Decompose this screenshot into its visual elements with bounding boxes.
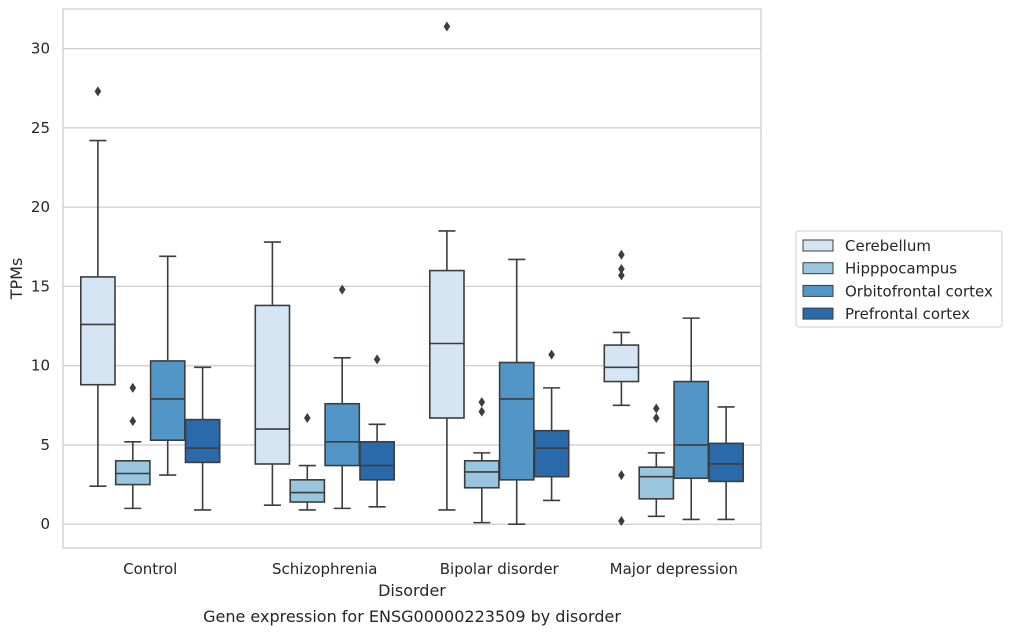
box-hipppocampus [463,397,500,524]
y-tick-labels: 0 5 10 15 20 25 30 [31,40,50,534]
box-prefrontal-cortex [533,349,570,502]
x-tick-label: Major depression [610,560,738,578]
box-iqr [184,418,221,464]
box-iqr [254,304,291,465]
legend-label: Cerebellum [845,237,931,255]
box-iqr [79,276,116,386]
outlier-point [129,382,137,393]
box-iqr [708,442,745,483]
outlier-point [653,413,660,424]
box-cerebellum [254,241,291,506]
legend-frame [795,230,1003,328]
legend-label: Hipppocampus [845,260,957,278]
outlier-point [478,406,486,417]
box-orbitofrontal-cortex [149,255,186,476]
box-cerebellum [603,249,640,527]
legend: Cerebellum Hipppocampus Orbitofrontal cort… [795,230,1003,328]
y-tick-label: 10 [31,357,50,375]
x-tick-label: Schizophrenia [272,560,377,578]
legend-swatch [802,239,834,252]
box-prefrontal-cortex [708,406,745,521]
y-axis-label: TPMs [7,258,26,301]
outlier-point [618,516,625,527]
box-orbitofrontal-cortex [324,284,361,510]
box-iqr [638,466,675,500]
box-series [79,21,745,527]
legend-swatch [802,284,834,297]
outlier-point [618,249,625,260]
outlier-point [304,413,311,424]
box-iqr [324,402,361,467]
box-iqr [673,380,710,480]
plot-frame [62,8,762,549]
box-iqr [359,440,396,481]
x-tick-labels: Control Schizophrenia Bipolar disorder Majo… [123,560,738,578]
box-iqr [289,479,326,503]
box-hipppocampus [289,413,326,511]
box-iqr [498,361,535,481]
outlier-point [338,284,346,295]
x-tick-label: Control [123,560,177,578]
y-tick-label: 15 [31,277,50,295]
y-tick-label: 5 [40,436,50,454]
outlier-point [129,416,137,427]
outlier-point [443,21,451,32]
outlier-point [618,270,625,281]
x-axis-label: Disorder [378,581,446,600]
outlier-point [478,397,486,408]
box-iqr [533,429,570,478]
box-cerebellum [428,21,465,511]
y-tick-label: 25 [31,119,50,137]
outlier-point [373,354,381,365]
y-tick-label: 0 [40,515,50,533]
box-iqr [463,460,500,489]
box-iqr [603,344,640,383]
box-prefrontal-cortex [184,366,221,511]
box-hipppocampus [114,382,151,510]
outlier-point [548,349,555,360]
box-iqr [149,360,186,442]
legend-label: Prefrontal cortex [845,305,970,323]
y-tick-label: 20 [31,198,50,216]
outlier-point [94,86,102,97]
outlier-point [653,403,660,414]
legend-swatch [802,307,834,320]
legend-label: Orbitofrontal cortex [845,282,993,300]
outlier-point [618,263,625,274]
box-cerebellum [79,86,116,487]
box-orbitofrontal-cortex [673,317,710,521]
box-orbitofrontal-cortex [498,258,535,526]
outlier-point [618,470,625,481]
legend-swatch [802,262,834,275]
box-hipppocampus [638,403,675,518]
box-prefrontal-cortex [359,354,396,508]
x-tick-label: Bipolar disorder [440,560,560,578]
chart-caption: Gene expression for ENSG00000223509 by d… [203,607,621,626]
y-tick-label: 30 [31,40,50,58]
